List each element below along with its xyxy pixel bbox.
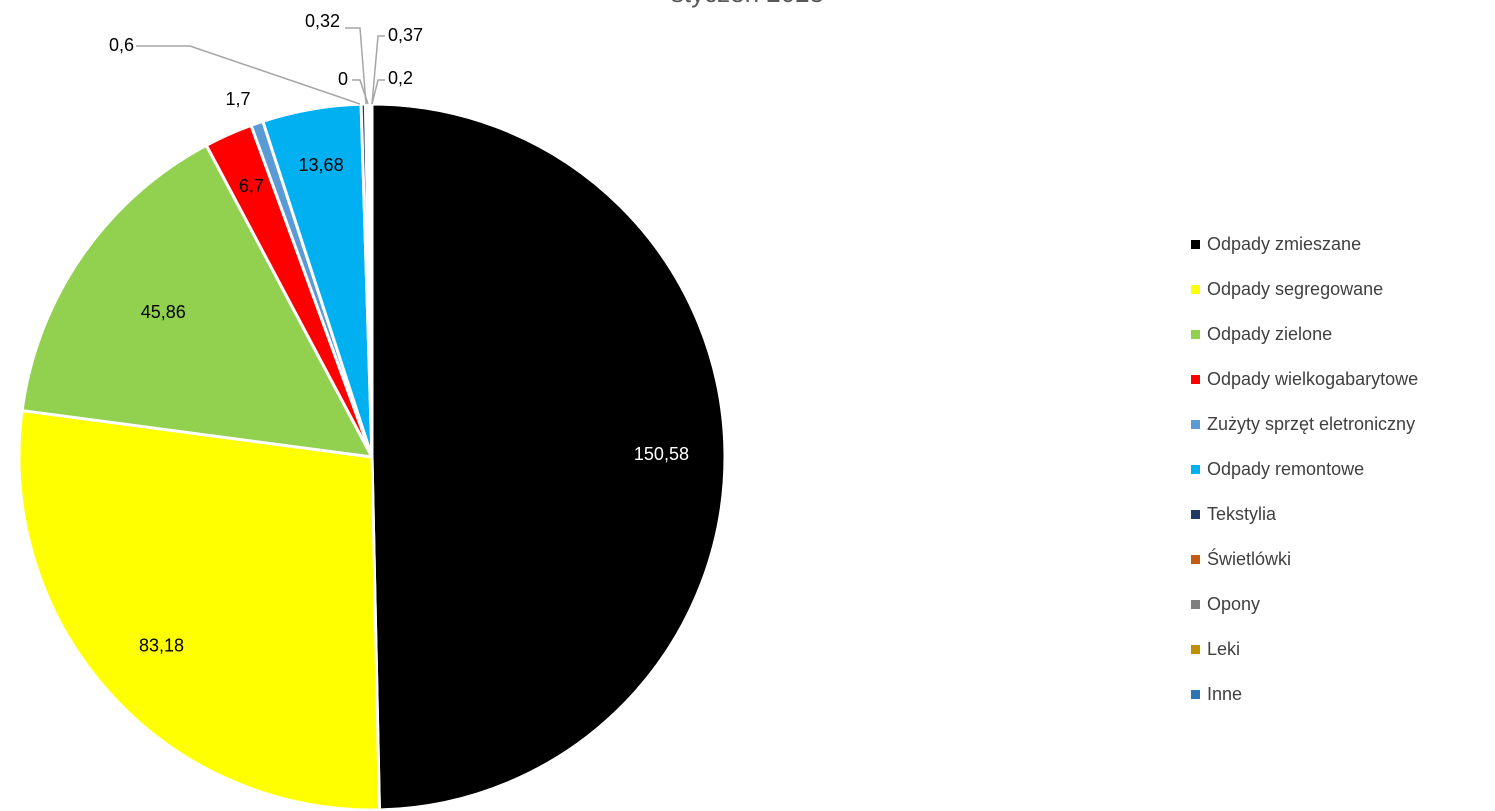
legend-label: Odpady zielone [1207,324,1333,344]
legend-item-odpady-zielone: Odpady zielone [1191,312,1418,357]
leader-line-opony [352,79,369,105]
data-label-odpady-zmieszane: 150,58 [634,444,689,464]
chart-legend: Odpady zmieszane Odpady segregowane Odpady… [1191,222,1418,717]
legend-swatch [1191,240,1200,249]
data-label-odpady-zielone: 45,86 [141,302,186,322]
pie-slice-odpady-zielone [20,143,374,459]
data-label-leki: 0,37 [388,25,423,45]
legend-swatch [1191,645,1200,654]
pie-slice-odpady-zmieszane [370,102,727,811]
legend-label: Inne [1207,684,1243,704]
data-label-swietlowki: 0,32 [305,11,340,31]
pie-slice-odpady-segregowane [17,409,381,811]
legend-swatch [1191,285,1200,294]
legend-item-inne: Inne [1191,672,1418,717]
legend-swatch [1191,420,1200,429]
leader-line-swietlowki [345,27,367,105]
pie-slice-inne [369,102,374,459]
data-label-opony: 0 [338,69,348,89]
leader-line-leki [371,35,385,105]
legend-item-zuzyty-sprzet-eletroniczny: Zużyty sprzęt eletroniczny [1191,402,1418,447]
legend-label: Zużyty sprzęt eletroniczny [1207,414,1416,434]
leader-line-inne [371,79,385,105]
data-label-odpady-segregowane: 83,18 [139,635,184,655]
legend-label: Opony [1207,594,1261,614]
legend-swatch [1191,465,1200,474]
legend-swatch [1191,510,1200,519]
data-label-zuzyty-sprzet-eletroniczny: 1,7 [225,89,250,109]
data-label-inne: 0,2 [388,68,413,88]
legend-item-odpady-zmieszane: Odpady zmieszane [1191,222,1418,267]
legend-swatch [1191,555,1200,564]
legend-swatch [1191,600,1200,609]
leader-line-tekstylia [136,45,361,105]
legend-label: Odpady wielkogabarytowe [1207,369,1419,389]
legend-item-odpady-segregowane: Odpady segregowane [1191,267,1418,312]
legend-label: Świetlówki [1207,549,1292,569]
legend-item-opony: Opony [1191,582,1418,627]
data-label-odpady-wielkogabarytowe: 6,7 [239,176,264,196]
legend-label: Odpady zmieszane [1207,234,1362,254]
legend-item-odpady-remontowe: Odpady remontowe [1191,447,1418,492]
legend-item-swietlowki: Świetlówki [1191,537,1418,582]
legend-label: Odpady remontowe [1207,459,1365,479]
legend-item-tekstylia: Tekstylia [1191,492,1418,537]
legend-label: Leki [1207,639,1241,659]
chart-title: styczeń 2025 [0,0,1495,9]
data-label-odpady-remontowe: 13,68 [299,155,344,175]
legend-swatch [1191,690,1200,699]
legend-item-odpady-wielkogabarytowe: Odpady wielkogabarytowe [1191,357,1418,402]
legend-item-leki: Leki [1191,627,1418,672]
data-label-tekstylia: 0,6 [109,35,134,55]
legend-swatch [1191,375,1200,384]
legend-swatch [1191,330,1200,339]
legend-label: Tekstylia [1207,504,1277,524]
legend-label: Odpady segregowane [1207,279,1384,299]
